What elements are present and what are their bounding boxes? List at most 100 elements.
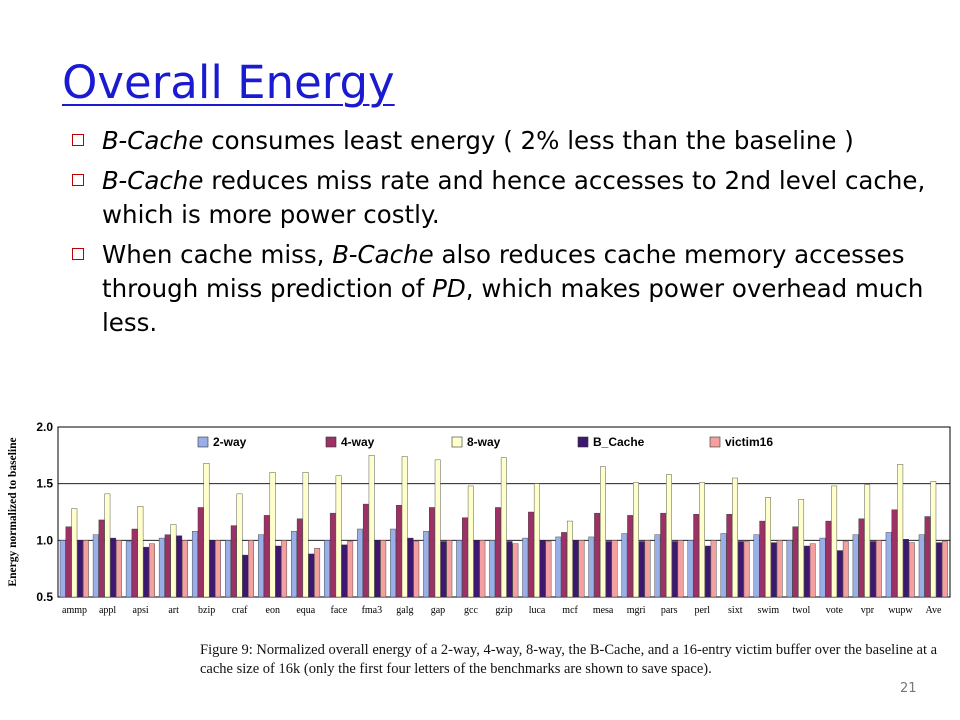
bar xyxy=(125,541,132,598)
bar xyxy=(242,554,249,598)
bar xyxy=(209,540,216,598)
bar xyxy=(588,536,595,598)
bar xyxy=(864,484,871,598)
bar xyxy=(182,540,188,598)
bar xyxy=(395,504,402,598)
bar xyxy=(908,542,915,598)
bar xyxy=(164,534,171,598)
bar xyxy=(401,456,408,598)
y-tick-label: 1.5 xyxy=(36,477,53,491)
bullet-text: B-Cache reduces miss rate and hence acce… xyxy=(102,166,926,229)
bullet-text: B-Cache consumes least energy ( 2% less … xyxy=(102,126,854,155)
bar xyxy=(203,463,210,598)
bar xyxy=(638,541,645,598)
legend-swatch xyxy=(709,436,721,448)
x-tick-label: gap xyxy=(431,605,445,616)
bar xyxy=(296,518,303,598)
bar xyxy=(776,540,783,598)
figure-caption: Figure 9: Normalized overall energy of a… xyxy=(200,642,938,677)
legend-swatch xyxy=(451,436,463,448)
slide-title: Overall Energy xyxy=(62,56,395,109)
bar xyxy=(633,482,639,598)
x-tick-label: apsi xyxy=(133,605,149,616)
bar xyxy=(314,548,321,598)
bar xyxy=(572,540,579,598)
bar xyxy=(759,520,766,598)
bar xyxy=(660,512,667,598)
x-tick-label: appl xyxy=(99,605,116,616)
bar xyxy=(561,532,567,598)
legend-swatch xyxy=(577,436,589,448)
bar xyxy=(842,541,849,598)
x-tick-label: sixt xyxy=(728,605,743,616)
bar xyxy=(930,481,937,598)
x-tick-label: bzip xyxy=(198,605,215,616)
bar xyxy=(644,540,651,598)
bullet-text: When cache miss, B-Cache also reduces ca… xyxy=(102,240,924,337)
bar xyxy=(837,550,843,598)
x-tick-label: vote xyxy=(826,605,844,616)
bar xyxy=(885,532,892,598)
bar xyxy=(407,537,414,598)
energy-bar-chart: 0.5 1.0 1.5 2.0 Energy normalized to baselin… xyxy=(7,420,951,616)
bar xyxy=(440,541,447,598)
x-tick-label: vpr xyxy=(861,605,875,616)
bar xyxy=(621,533,628,598)
bar xyxy=(918,534,925,598)
x-tick-label: gzip xyxy=(495,605,512,616)
bar xyxy=(924,516,931,598)
bar xyxy=(390,528,396,598)
bar xyxy=(368,455,375,598)
bar xyxy=(362,503,369,598)
bar xyxy=(467,485,474,598)
bar xyxy=(654,534,661,598)
bar xyxy=(611,540,618,598)
x-tick-label: perl xyxy=(694,605,710,616)
bar xyxy=(341,544,348,598)
bullet-item: When cache miss, B-Cache also reduces ca… xyxy=(68,238,928,340)
legend-label: 4-way xyxy=(341,435,375,449)
bar xyxy=(605,541,612,598)
bar xyxy=(770,542,777,598)
legend-label: B_Cache xyxy=(593,435,645,449)
bar xyxy=(324,540,330,598)
x-tick-label: mesa xyxy=(593,605,614,616)
bar xyxy=(875,540,882,598)
bar xyxy=(170,524,177,598)
y-tick-label: 1.0 xyxy=(36,533,53,547)
legend-label: victim16 xyxy=(725,435,773,449)
bar xyxy=(671,541,678,598)
bar xyxy=(495,507,501,598)
bar xyxy=(473,540,480,598)
bar xyxy=(446,540,453,598)
y-axis-label: Energy normalized to baseline xyxy=(7,437,19,586)
bar xyxy=(357,528,363,598)
bar xyxy=(786,540,793,598)
bar xyxy=(176,535,183,598)
bar xyxy=(936,542,942,598)
bar xyxy=(65,526,72,598)
bar xyxy=(677,540,684,598)
bar xyxy=(903,538,909,598)
x-tick-label: mgri xyxy=(627,605,646,616)
bar xyxy=(743,541,750,598)
y-tick-label: 2.0 xyxy=(36,420,53,434)
bar xyxy=(248,540,255,598)
bar xyxy=(737,541,744,598)
bar xyxy=(137,506,144,598)
bar xyxy=(462,517,468,598)
bar xyxy=(258,534,264,598)
x-tick-label: craf xyxy=(232,605,248,616)
bar xyxy=(825,520,832,598)
x-tick-label: Ave xyxy=(926,605,942,616)
bar xyxy=(533,483,540,598)
bar xyxy=(92,534,99,598)
bar xyxy=(308,553,315,598)
bar xyxy=(522,537,529,598)
x-tick-label: eon xyxy=(266,605,280,616)
bar xyxy=(897,464,904,598)
bar xyxy=(158,537,165,598)
bullet-item: B-Cache reduces miss rate and hence acce… xyxy=(68,164,928,232)
bar xyxy=(555,536,562,598)
bar xyxy=(291,531,297,598)
